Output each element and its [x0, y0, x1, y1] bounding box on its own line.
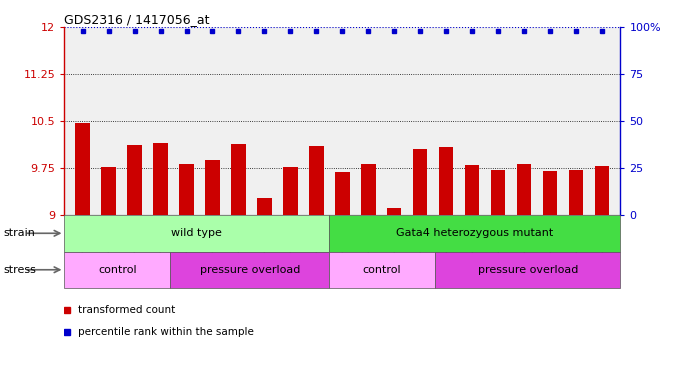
Bar [543, 171, 557, 215]
Text: wild type: wild type [172, 228, 222, 238]
Bar [258, 198, 272, 215]
Bar [153, 143, 167, 215]
Bar [335, 172, 350, 215]
Text: Gata4 heterozygous mutant: Gata4 heterozygous mutant [396, 228, 553, 238]
Text: strain: strain [3, 228, 35, 238]
Bar [180, 164, 194, 215]
Bar [64, 215, 329, 252]
Bar [127, 145, 142, 215]
Text: percentile rank within the sample: percentile rank within the sample [78, 327, 254, 337]
Bar [595, 166, 610, 215]
Bar [465, 165, 479, 215]
Bar [205, 161, 220, 215]
Bar [387, 207, 401, 215]
Text: pressure overload: pressure overload [477, 265, 578, 275]
Bar [231, 144, 245, 215]
Text: transformed count: transformed count [78, 305, 176, 314]
Bar [517, 164, 532, 215]
Bar [491, 170, 505, 215]
Bar [361, 164, 376, 215]
Text: stress: stress [3, 265, 36, 275]
Text: GDS2316 / 1417056_at: GDS2316 / 1417056_at [64, 13, 210, 26]
Text: pressure overload: pressure overload [199, 265, 300, 275]
Bar [102, 167, 116, 215]
Bar [64, 252, 170, 288]
Bar [309, 146, 323, 215]
Bar [329, 252, 435, 288]
Text: control: control [363, 265, 401, 275]
Bar [283, 167, 298, 215]
Bar [75, 123, 89, 215]
Bar [413, 149, 427, 215]
Bar [435, 252, 620, 288]
Text: control: control [98, 265, 137, 275]
Bar [569, 170, 583, 215]
Bar [170, 252, 329, 288]
Bar [439, 147, 454, 215]
Bar [329, 215, 620, 252]
